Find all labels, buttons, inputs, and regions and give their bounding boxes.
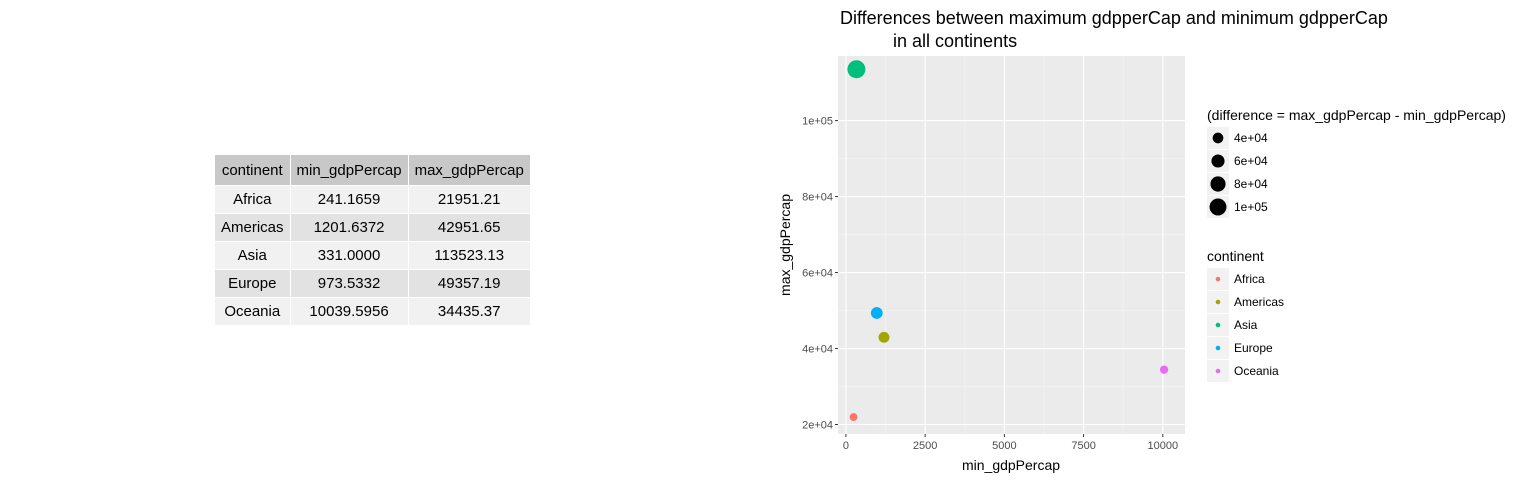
y-axis-ticks: 2e+04 4e+04 6e+04 8e+04 1e+05 — [802, 116, 838, 432]
table-cell: 21951.21 — [407, 185, 531, 214]
chart-title: Differences between maximum gdpperCap an… — [840, 8, 1388, 28]
x-tick-label: 7500 — [1071, 440, 1095, 452]
data-points — [847, 60, 1169, 422]
color-legend-title: continent — [1207, 248, 1264, 264]
column-header: continent — [214, 154, 291, 186]
y-tick-label: 8e+04 — [802, 192, 833, 204]
table-cell: 331.0000 — [289, 241, 409, 270]
size-legend-label: 1e+05 — [1234, 200, 1268, 214]
table-row: Americas 1201.6372 42951.65 — [214, 213, 531, 242]
y-tick-label: 6e+04 — [802, 268, 833, 280]
table-cell: 1201.6372 — [289, 213, 409, 242]
table-cell: 42951.65 — [407, 213, 531, 242]
x-axis-title: min_gdpPercap — [962, 457, 1060, 473]
color-legend-dot — [1215, 299, 1221, 305]
color-legend-label: Americas — [1234, 295, 1284, 309]
x-axis-ticks: 0 2500 5000 7500 10000 — [843, 434, 1178, 452]
x-tick-label: 5000 — [992, 440, 1016, 452]
data-table: continent min_gdpPercap max_gdpPercap Af… — [214, 154, 531, 326]
color-legend-label: Africa — [1234, 272, 1265, 286]
size-legend-label: 6e+04 — [1234, 154, 1268, 168]
table-row: Oceania 10039.5956 34435.37 — [214, 297, 531, 326]
table-cell: 34435.37 — [407, 297, 531, 326]
table-cell: 973.5332 — [289, 269, 409, 298]
table-row: Europe 973.5332 49357.19 — [214, 269, 531, 298]
data-point-oceania — [1159, 365, 1169, 374]
color-legend-dot — [1215, 368, 1221, 374]
size-legend-dot — [1210, 176, 1226, 192]
table-cell: 49357.19 — [407, 269, 531, 298]
plot-panel — [838, 56, 1185, 434]
color-legend: continent Africa Americas Asia Europe Oceani… — [1207, 248, 1284, 382]
table-row: Africa 241.1659 21951.21 — [214, 185, 531, 214]
table-header-row: continent min_gdpPercap max_gdpPercap — [214, 154, 531, 186]
y-tick-label: 2e+04 — [802, 420, 833, 432]
x-tick-label: 0 — [843, 440, 849, 452]
y-axis-title: max_gdpPercap — [777, 194, 793, 296]
data-point-europe — [870, 307, 883, 319]
x-tick-label: 2500 — [913, 440, 937, 452]
color-legend-dot — [1215, 276, 1221, 282]
x-tick-label: 10000 — [1148, 440, 1179, 452]
data-point-africa — [849, 413, 858, 422]
data-point-asia — [847, 60, 866, 79]
table-cell: Asia — [214, 241, 291, 270]
y-tick-label: 1e+05 — [802, 116, 833, 128]
color-legend-label: Oceania — [1234, 364, 1279, 378]
minor-grid — [838, 56, 1185, 434]
table-cell: 241.1659 — [289, 185, 409, 214]
color-legend-label: Europe — [1234, 341, 1273, 355]
color-legend-dot — [1215, 345, 1221, 351]
table-cell: Europe — [214, 269, 291, 298]
size-legend-label: 8e+04 — [1234, 177, 1268, 191]
data-point-americas — [878, 331, 890, 343]
size-legend-dot — [1211, 154, 1225, 168]
size-legend-label: 4e+04 — [1234, 131, 1268, 145]
size-legend-title: (difference = max_gdpPercap - min_gdpPer… — [1207, 107, 1506, 123]
table-cell: 10039.5956 — [289, 297, 409, 326]
major-grid — [838, 56, 1185, 434]
size-legend: (difference = max_gdpPercap - min_gdpPer… — [1207, 107, 1506, 218]
y-tick-label: 4e+04 — [802, 344, 833, 356]
table-row: Asia 331.0000 113523.13 — [214, 241, 531, 270]
color-legend-dot — [1215, 322, 1221, 328]
table-cell: Americas — [214, 213, 291, 242]
size-legend-dot — [1212, 132, 1224, 144]
chart-title-line2: in all continents — [893, 31, 1017, 51]
color-legend-label: Asia — [1234, 318, 1258, 332]
size-legend-dot — [1209, 198, 1227, 216]
